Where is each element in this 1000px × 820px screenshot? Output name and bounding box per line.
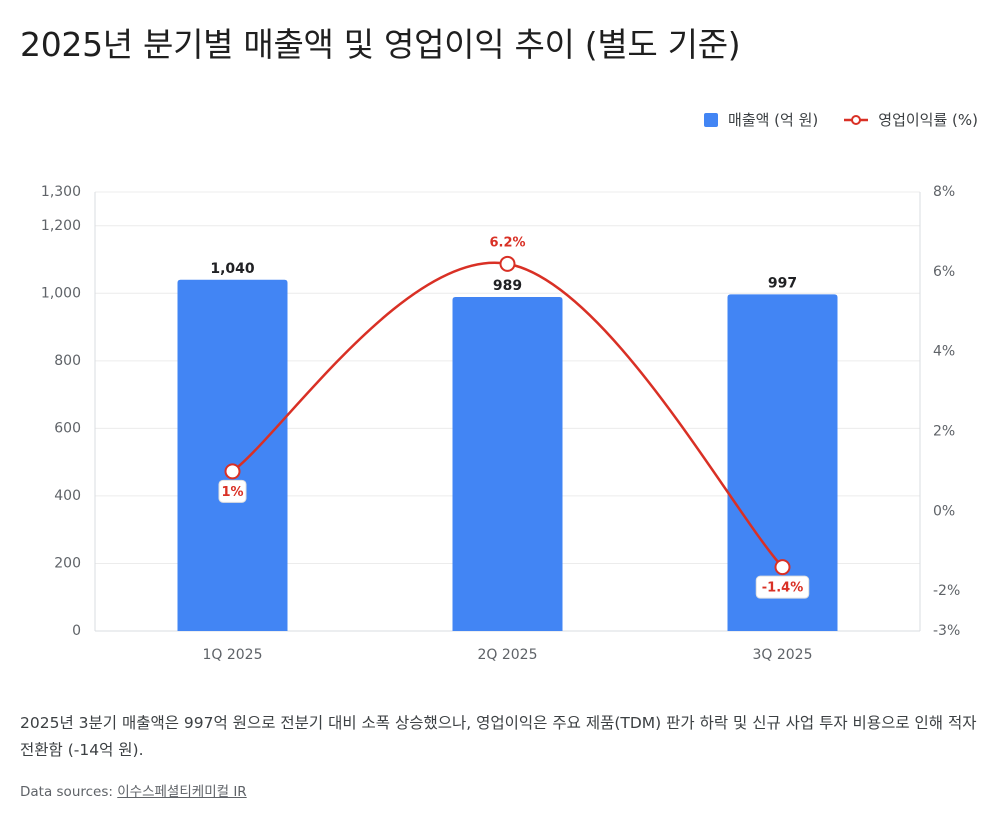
y-right-tick-label: 2% — [933, 423, 955, 439]
line-label-box — [755, 575, 810, 599]
line-point — [224, 463, 241, 480]
y-left-tick-label: 1,200 — [41, 218, 81, 234]
line-point — [774, 559, 791, 576]
line-value-label: 1% — [221, 485, 243, 500]
y-right-tick-label: -2% — [933, 583, 960, 599]
legend-item-margin[interactable]: 영업이익률 (%) — [844, 109, 978, 130]
y-right-tick-label: 4% — [933, 344, 955, 360]
line-value-label: 6.2% — [489, 235, 525, 250]
data-sources: Data sources: 이수스페셜티케미컬 IR — [20, 780, 247, 800]
y-left-tick-label: 800 — [54, 353, 81, 369]
y-right-tick-label: 6% — [933, 264, 955, 280]
y-left-tick-label: 400 — [54, 488, 81, 504]
x-tick-label: 3Q 2025 — [752, 647, 812, 663]
line-point — [499, 255, 516, 272]
chart-legend: 매출액 (억 원) 영업이익률 (%) — [704, 109, 978, 130]
y-left-tick-label: 200 — [54, 555, 81, 571]
sources-prefix: Data sources: — [20, 784, 113, 800]
bar — [452, 297, 563, 631]
sources-link[interactable]: 이수스페셜티케미컬 IR — [117, 784, 247, 800]
y-right-tick-label: 8% — [933, 184, 955, 200]
bar — [727, 294, 838, 631]
legend-item-revenue[interactable]: 매출액 (억 원) — [704, 109, 818, 130]
line-label-box — [218, 479, 247, 503]
legend-line-swatch-icon — [844, 114, 869, 125]
bar-value-label: 1,040 — [210, 261, 255, 277]
y-right-tick-label: 0% — [933, 503, 955, 519]
combo-chart: 0 200 400 600 800 1,000 1,200 1,300 -3% -2% 0% 2% 4%… — [41, 184, 960, 663]
legend-bar-swatch-icon — [704, 112, 719, 127]
y-right-tick-label: -3% — [933, 623, 960, 639]
bar-value-label: 997 — [768, 275, 797, 291]
y-left-tick-label: 600 — [54, 420, 81, 436]
legend-label-margin: 영업이익률 (%) — [878, 111, 978, 129]
legend-label-revenue: 매출액 (억 원) — [728, 111, 819, 129]
x-tick-label: 1Q 2025 — [202, 647, 262, 663]
bar-value-label: 989 — [493, 278, 522, 294]
line-value-label: -1.4% — [762, 581, 803, 596]
y-left-tick-label: 1,300 — [41, 184, 81, 200]
chart-title: 2025년 분기별 매출액 및 영업이익 추이 (별도 기준) — [20, 25, 741, 64]
x-tick-label: 2Q 2025 — [477, 647, 537, 663]
y-left-tick-label: 1,000 — [41, 285, 81, 301]
y-left-tick-label: 0 — [72, 623, 81, 639]
chart-caption: 2025년 3분기 매출액은 997억 원으로 전분기 대비 소폭 상승했으나,… — [20, 714, 977, 759]
bar — [177, 279, 288, 631]
